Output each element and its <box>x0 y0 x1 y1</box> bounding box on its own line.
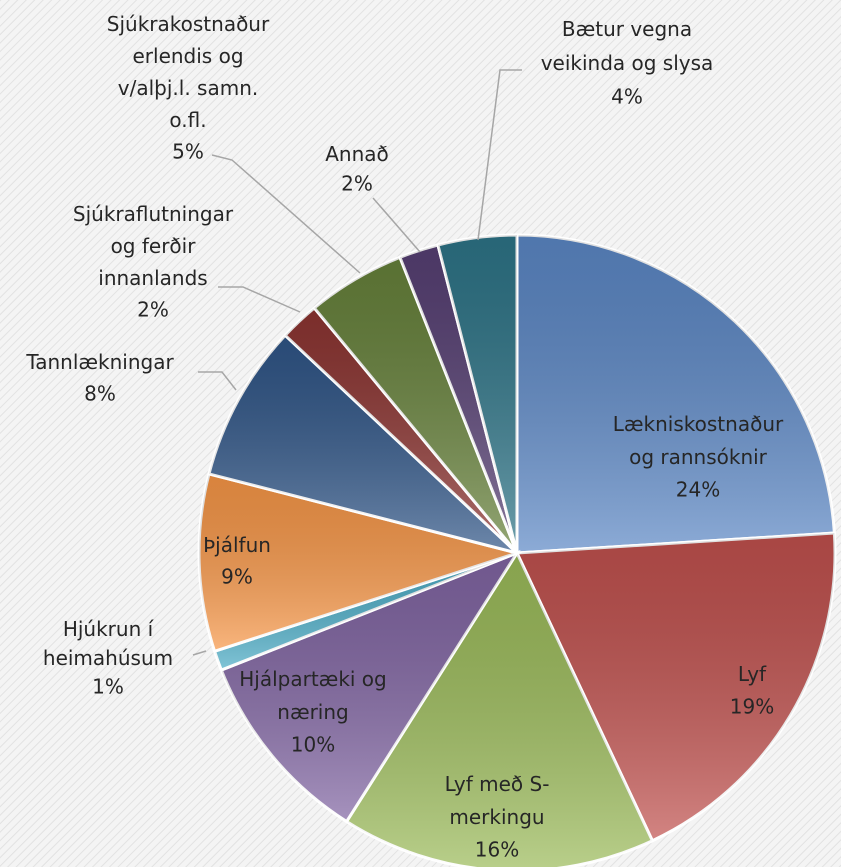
slice-label: Hjúkrun í heimahúsum <box>43 617 173 670</box>
slice-group <box>197 472 523 654</box>
value-label: 4% <box>611 85 643 109</box>
value-label: 24% <box>676 478 720 502</box>
slice-group <box>514 531 837 843</box>
leader-lines <box>192 69 522 656</box>
slice-shade <box>199 473 517 652</box>
slice-label: Bætur vegna veikinda og slysa <box>541 17 714 75</box>
slice-group <box>515 233 836 555</box>
slice-group <box>219 549 521 824</box>
slice-label: Lyf með S-merkingu <box>445 772 550 829</box>
slice-shade <box>221 553 518 822</box>
slice-label: Sjúkrakostnaður erlendis og v/alþj.l. samn… <box>107 12 270 132</box>
value-label: 2% <box>137 298 169 322</box>
slice-shade <box>399 244 517 554</box>
slice-label: Sjúkraflutningar og ferðir innanlands <box>73 202 234 290</box>
slice-shade <box>437 235 517 553</box>
value-label: 5% <box>172 140 204 164</box>
slice-shade <box>517 533 835 841</box>
slice-group <box>207 333 519 555</box>
slice-label: Annað <box>325 142 389 166</box>
value-label: 16% <box>475 838 519 862</box>
slice-label: Hjálpartæki og næring <box>239 667 387 724</box>
value-label: 2% <box>341 172 373 196</box>
value-label: 1% <box>92 675 124 699</box>
slice-group <box>436 233 519 554</box>
slice-group <box>344 549 655 867</box>
slice-label: Lyf <box>738 662 767 686</box>
slice-shade <box>214 553 517 671</box>
slice-shade <box>208 335 518 553</box>
value-label: 19% <box>730 695 774 719</box>
slice-label: Tannlækningar <box>25 350 174 374</box>
slice-shade <box>285 307 517 553</box>
slice-shade <box>346 553 653 867</box>
value-label: 8% <box>84 382 116 406</box>
slice-shade <box>314 257 517 553</box>
value-label: 9% <box>221 565 253 589</box>
value-label: 10% <box>291 733 335 757</box>
slice-label: Þjálfun <box>203 533 271 557</box>
slice-shade <box>517 235 835 553</box>
slice-label: Lækniskostnaður og rannsóknir <box>613 412 784 469</box>
